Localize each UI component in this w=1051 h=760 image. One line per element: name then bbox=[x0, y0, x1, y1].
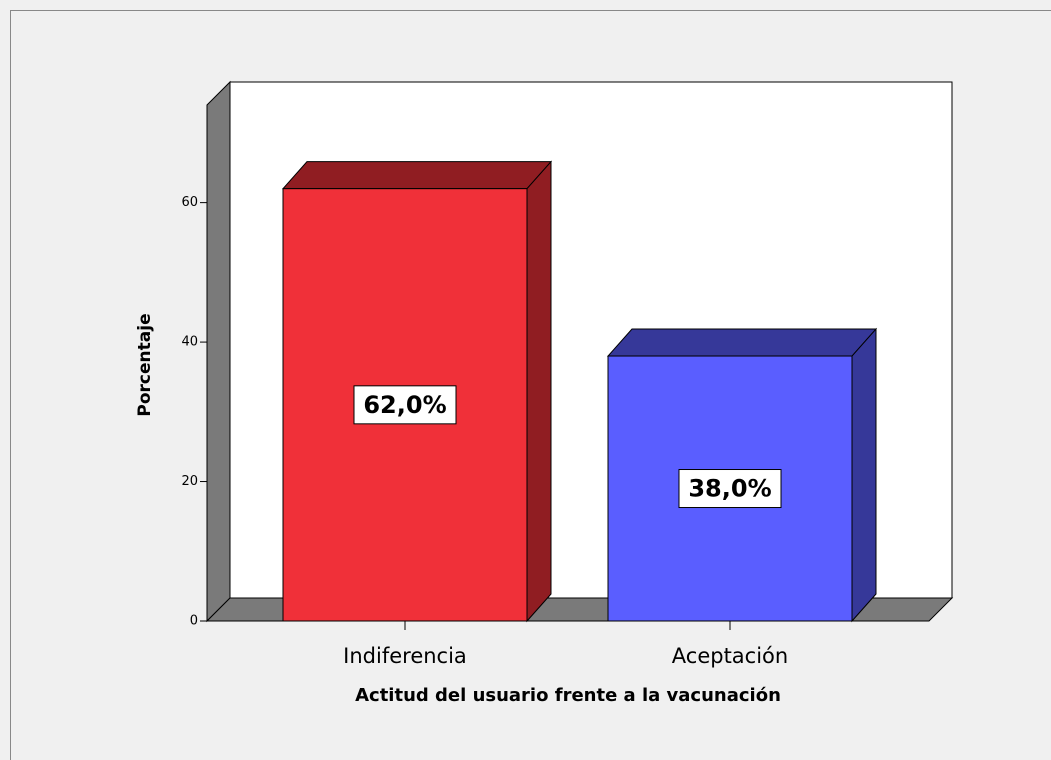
y-tick-label: 20 bbox=[181, 474, 198, 489]
x-tick-label: Indiferencia bbox=[343, 644, 467, 668]
x-tick-label: Aceptación bbox=[672, 644, 788, 668]
bar-top bbox=[281, 161, 553, 190]
y-tick-label: 0 bbox=[190, 614, 198, 629]
value-label-box bbox=[353, 385, 457, 425]
x-axis-title: Actitud del usuario frente a la vacunaci… bbox=[355, 685, 781, 706]
bar-top bbox=[606, 328, 878, 357]
value-label: 38,0% bbox=[688, 475, 771, 503]
bar-side bbox=[526, 160, 552, 623]
y-axis-title: Porcentaje bbox=[135, 313, 155, 416]
value-label-box bbox=[678, 469, 782, 509]
value-label: 62,0% bbox=[363, 391, 446, 419]
bar-side bbox=[851, 327, 877, 623]
side-wall bbox=[206, 80, 231, 623]
y-tick-label: 40 bbox=[181, 335, 198, 350]
y-tick-label: 60 bbox=[181, 195, 198, 210]
